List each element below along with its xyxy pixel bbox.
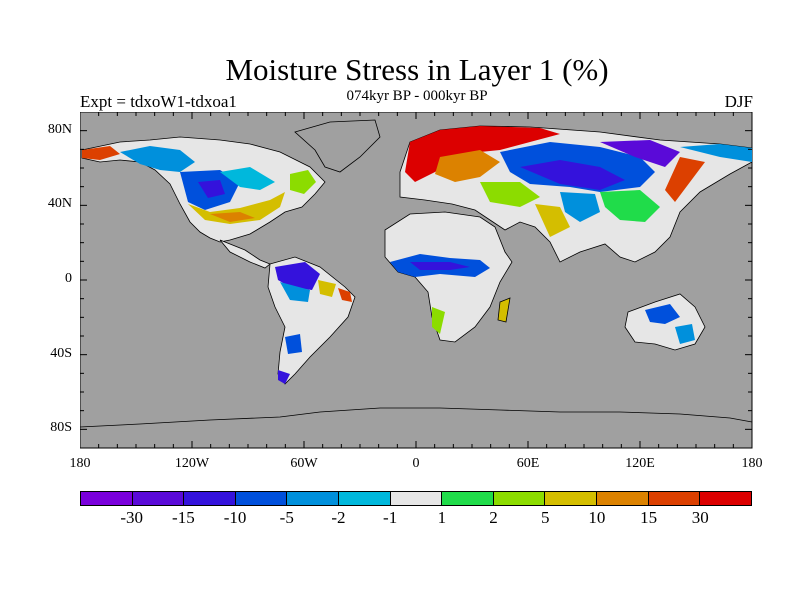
period-subtitle: 074kyr BP - 000kyr BP bbox=[346, 88, 488, 104]
colorbar-label: 10 bbox=[588, 508, 606, 527]
colorbar-swatch bbox=[132, 492, 185, 505]
experiment-label: Expt = tdxoW1-tdxoa1 bbox=[80, 92, 237, 111]
colorbar bbox=[80, 491, 752, 506]
season-label: DJF bbox=[724, 92, 753, 111]
colorbar-label: 2 bbox=[489, 508, 498, 527]
colorbar-swatch bbox=[235, 492, 288, 505]
colorbar-swatch bbox=[493, 492, 546, 505]
world-map bbox=[80, 112, 753, 449]
colorbar-label: 30 bbox=[691, 508, 709, 527]
colorbar-swatch bbox=[442, 492, 494, 505]
colorbar-swatch bbox=[390, 492, 443, 505]
lat-tick-label: 80N bbox=[47, 121, 72, 137]
land-fields bbox=[80, 119, 753, 428]
colorbar-label: 5 bbox=[540, 508, 550, 527]
colorbar-label: -15 bbox=[172, 508, 195, 527]
colorbar-swatch bbox=[597, 492, 649, 505]
colorbar-swatch bbox=[339, 492, 391, 505]
colorbar-swatch bbox=[184, 492, 236, 505]
colorbar-swatch bbox=[81, 492, 133, 505]
colorbar-label: -5 bbox=[279, 508, 294, 527]
lon-tick-label: 120W bbox=[174, 456, 210, 471]
lat-tick-label: 0 bbox=[65, 271, 72, 286]
lat-tick-label: 40N bbox=[47, 196, 72, 212]
lon-tick-label: 120E bbox=[625, 456, 655, 471]
lon-tick-label: 60E bbox=[516, 456, 540, 471]
africa bbox=[384, 211, 513, 343]
plot-title: Moisture Stress in Layer 1 (%) bbox=[225, 52, 609, 87]
antarctica-coast bbox=[80, 407, 753, 428]
colorbar-label: -30 bbox=[120, 508, 144, 527]
lon-tick-label: 180 bbox=[69, 456, 91, 471]
colorbar-swatch bbox=[648, 492, 701, 505]
colorbar-label: 1 bbox=[437, 508, 447, 527]
lon-tick-label: 60W bbox=[290, 456, 318, 471]
colorbar-label: -1 bbox=[383, 508, 398, 527]
colorbar-swatch bbox=[287, 492, 340, 505]
lon-tick-label: 180 bbox=[741, 456, 763, 471]
central-america bbox=[219, 239, 271, 269]
lon-tick-label: 0 bbox=[412, 456, 420, 471]
colorbar-swatch bbox=[545, 492, 598, 505]
greenland bbox=[294, 119, 381, 173]
colorbar-label: -2 bbox=[331, 508, 346, 527]
colorbar-label: 15 bbox=[640, 508, 658, 527]
lat-tick-label: 40S bbox=[50, 345, 72, 361]
lat-tick-label: 80S bbox=[50, 420, 72, 436]
colorbar-swatch bbox=[700, 492, 751, 505]
colorbar-label: -10 bbox=[223, 508, 247, 527]
